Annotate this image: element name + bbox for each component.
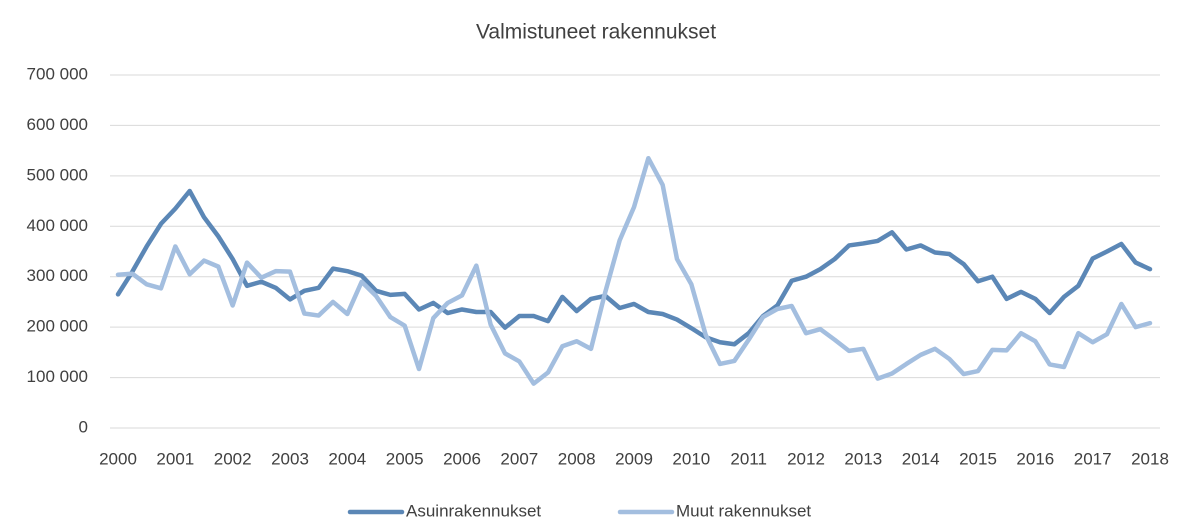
x-tick-label: 2017 (1074, 449, 1112, 468)
x-tick-label: 2005 (386, 449, 424, 468)
y-tick-label: 600 000 (27, 115, 88, 134)
y-tick-label: 100 000 (27, 367, 88, 386)
x-tick-label: 2002 (214, 449, 252, 468)
legend-label: Asuinrakennukset (406, 501, 541, 520)
x-tick-label: 2015 (959, 449, 997, 468)
x-tick-label: 2018 (1131, 449, 1169, 468)
y-tick-label: 500 000 (27, 165, 88, 184)
legend-label: Muut rakennukset (676, 501, 811, 520)
y-tick-label: 400 000 (27, 216, 88, 235)
x-tick-label: 2003 (271, 449, 309, 468)
x-tick-label: 2001 (156, 449, 194, 468)
x-tick-label: 2007 (500, 449, 538, 468)
x-tick-label: 2010 (672, 449, 710, 468)
x-tick-label: 2013 (844, 449, 882, 468)
y-tick-label: 200 000 (27, 317, 88, 336)
x-tick-label: 2008 (558, 449, 596, 468)
x-tick-label: 2006 (443, 449, 481, 468)
series-line (115, 155, 1153, 386)
x-tick-label: 2016 (1016, 449, 1054, 468)
x-tick-label: 2014 (902, 449, 940, 468)
x-tick-label: 2011 (730, 449, 767, 468)
y-tick-label: 300 000 (27, 266, 88, 285)
x-tick-label: 2009 (615, 449, 653, 468)
x-tick-label: 2012 (787, 449, 825, 468)
y-tick-label: 700 000 (27, 64, 88, 83)
chart-title: Valmistuneet rakennukset (476, 21, 716, 44)
x-tick-label: 2000 (99, 449, 137, 468)
x-tick-label: 2004 (328, 449, 366, 468)
y-tick-label: 0 (79, 417, 88, 436)
series-line (115, 188, 1153, 347)
